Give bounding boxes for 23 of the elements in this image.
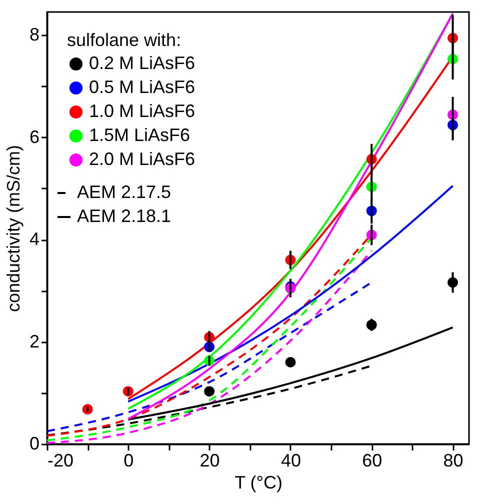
- y-axis-title: conductivity (mS/cm): [3, 144, 24, 312]
- legend-label: 1.5M LiAsF6: [89, 125, 190, 145]
- legend-label: 1.0 M LiAsF6: [89, 101, 196, 121]
- y-tick-label: 2: [29, 331, 40, 352]
- legend-title: sulfolane with:: [67, 30, 182, 50]
- x-tick-label: 80: [443, 450, 464, 470]
- line-series: [46, 281, 373, 432]
- y-tick-label: 0: [29, 434, 40, 454]
- legend-label: 2.0 M LiAsF6: [89, 149, 196, 169]
- x-tick-label: 20: [200, 450, 220, 470]
- legend-label: 0.5 M LiAsF6: [89, 77, 196, 97]
- legend-label: AEM 2.17.5: [77, 182, 172, 202]
- y-tick-label: 4: [29, 229, 40, 250]
- legend-label: 0.2 M LiAsF6: [89, 53, 196, 73]
- y-tick-label: 6: [29, 126, 40, 147]
- legend-label: AEM 2.18.1: [77, 206, 172, 226]
- x-tick-label: 40: [280, 450, 301, 470]
- x-tick-label: -20: [48, 450, 74, 470]
- x-axis-title: T (°C): [234, 472, 282, 492]
- point: [204, 386, 215, 397]
- x-tick-label: 0: [124, 450, 134, 470]
- x-tick-label: 60: [362, 450, 382, 470]
- y-tick-label: 8: [29, 24, 40, 45]
